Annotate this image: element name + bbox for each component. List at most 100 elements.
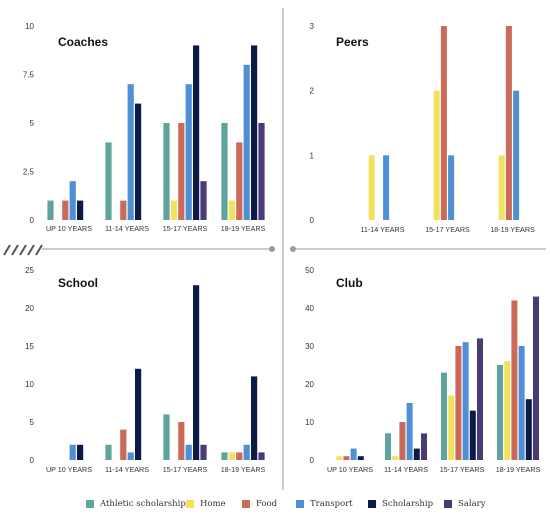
bar-transport <box>513 90 520 220</box>
panel-title: School <box>58 276 98 290</box>
x-category-label: 15-17 YEARS <box>163 224 208 233</box>
x-category-label: UP 10 YEARS <box>327 465 373 474</box>
bar-athletic-scholarship <box>441 372 447 460</box>
bar-transport <box>383 155 390 220</box>
bar-scholarship <box>251 45 258 221</box>
bar-food <box>511 300 518 460</box>
y-tick-label: 0 <box>30 216 35 225</box>
bar-athletic-scholarship <box>105 444 112 460</box>
legend-item-salary: Salary <box>444 499 486 509</box>
y-tick-label: 5 <box>30 119 35 128</box>
chart-panel-school: School 0 5 10 15 20 25 UP 10 YEARS 11-14 YEARS 15… <box>25 266 265 474</box>
bar-food <box>399 422 406 460</box>
x-category-label: 11-14 YEARS <box>105 224 149 233</box>
bar-home <box>498 155 505 220</box>
bar-transport <box>518 346 525 460</box>
bar-home <box>228 200 235 220</box>
bar-transport <box>350 448 357 460</box>
bar-athletic-scholarship <box>163 123 170 220</box>
legend-swatch <box>186 500 194 508</box>
x-category-label: 18-19 YEARS <box>221 465 266 474</box>
bar-home <box>392 456 399 460</box>
bar-scholarship <box>193 285 200 460</box>
bar-athletic-scholarship <box>385 433 391 460</box>
bar-scholarship <box>135 368 142 460</box>
bar-food <box>236 452 243 460</box>
legend-item-food: Food <box>242 499 277 509</box>
bar-transport <box>185 84 192 220</box>
bar-food <box>455 346 462 460</box>
x-category-label: 18-19 YEARS <box>496 465 541 474</box>
bar-transport <box>243 444 250 460</box>
bar-scholarship <box>469 410 476 460</box>
bar-food <box>120 429 127 460</box>
bar-food <box>178 422 185 460</box>
x-category-label: 18-19 YEARS <box>490 225 535 234</box>
bar-transport <box>127 84 134 220</box>
y-tick-label: 50 <box>305 266 314 275</box>
bar-scholarship <box>413 448 420 460</box>
legend-label: Home <box>200 499 226 509</box>
bar-transport <box>243 64 250 220</box>
panel-title: Coaches <box>58 35 108 49</box>
bar-transport <box>448 155 455 220</box>
bar-athletic-scholarship <box>221 452 228 460</box>
bar-home <box>504 361 511 460</box>
bar-transport <box>406 403 413 460</box>
bar-home <box>170 200 177 220</box>
legend-item-athletic-scholarship: Athletic scholarship <box>86 499 186 509</box>
y-tick-label: 15 <box>25 342 34 351</box>
y-tick-label: 0 <box>310 216 315 225</box>
break-marks <box>3 244 43 256</box>
bar-food <box>62 200 69 220</box>
y-tick-label: 20 <box>25 304 34 313</box>
y-tick-label: 30 <box>305 342 314 351</box>
bar-salary <box>533 296 539 460</box>
y-tick-label: 25 <box>25 266 34 275</box>
bar-scholarship <box>135 103 142 220</box>
bar-athletic-scholarship <box>163 414 170 460</box>
legend-label: Scholarship <box>382 499 434 509</box>
bar-athletic-scholarship <box>497 365 503 460</box>
y-tick-label: 2 <box>310 87 315 96</box>
x-category-label: 11-14 YEARS <box>384 465 428 474</box>
bar-scholarship <box>77 444 84 460</box>
bar-salary <box>421 433 427 460</box>
x-category-label: UP 10 YEARS <box>46 465 92 474</box>
bar-athletic-scholarship <box>221 123 228 220</box>
bar-salary <box>258 123 265 220</box>
legend: Athletic scholarship Home Food Transport… <box>0 496 550 516</box>
x-category-label: 15-17 YEARS <box>440 465 485 474</box>
divider-dot-left <box>269 246 275 252</box>
bar-salary <box>477 338 483 460</box>
panel-title: Club <box>336 276 363 290</box>
chart-panel-coaches: Coaches 0 2.5 5 7.5 10 UP 10 YEARS 11-14 YEARS 1… <box>23 22 266 233</box>
legend-item-home: Home <box>186 499 226 509</box>
chart-panel-peers: Peers 0 1 2 3 11-14 YEARS 15-17 YEARS 18-19 YEA… <box>310 22 535 234</box>
bar-salary <box>200 444 207 460</box>
bar-transport <box>185 444 192 460</box>
bar-salary <box>258 452 265 460</box>
bar-food <box>178 123 185 220</box>
legend-label: Salary <box>458 499 486 509</box>
bar-athletic-scholarship <box>47 200 54 220</box>
x-category-label: UP 10 YEARS <box>46 224 92 233</box>
bar-transport <box>69 181 76 220</box>
y-tick-label: 0 <box>30 456 35 465</box>
legend-label: Food <box>256 499 278 509</box>
panel-dividers <box>3 8 546 490</box>
y-tick-label: 0 <box>310 456 315 465</box>
bar-scholarship <box>525 399 532 460</box>
y-tick-label: 40 <box>305 304 314 313</box>
bar-home <box>448 395 455 460</box>
x-category-label: 11-14 YEARS <box>105 465 149 474</box>
x-category-label: 18-19 YEARS <box>221 224 266 233</box>
bar-scholarship <box>251 376 258 460</box>
y-tick-label: 3 <box>310 22 315 31</box>
legend-item-transport: Transport <box>296 499 353 509</box>
bar-food <box>120 200 127 220</box>
bar-home <box>368 155 375 220</box>
x-category-label: 15-17 YEARS <box>163 465 208 474</box>
legend-swatch <box>296 500 304 508</box>
